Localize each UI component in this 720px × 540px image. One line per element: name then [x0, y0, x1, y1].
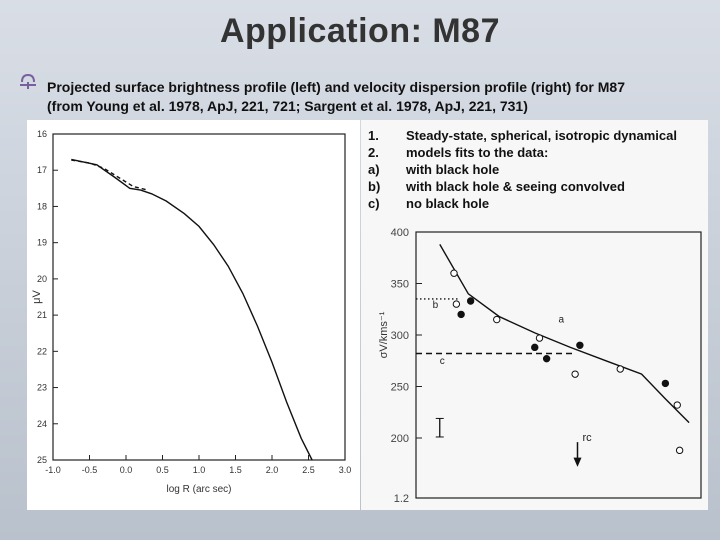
y-tick-label: 17	[37, 165, 47, 175]
y-tick-label: 350	[391, 279, 409, 291]
rc-annotation: rc	[583, 432, 593, 444]
x-tick-label: 1.2	[394, 493, 409, 505]
y-tick-label: 16	[37, 129, 47, 139]
plot-frame	[415, 231, 702, 499]
x-tick-label: 1.0	[193, 465, 206, 475]
open-data-point	[675, 446, 684, 455]
curve-label-c: c	[440, 356, 445, 367]
note-row: b) with black hole & seeing convolved	[368, 178, 677, 195]
x-tick-label: 0.5	[156, 465, 169, 475]
open-data-point	[535, 334, 544, 342]
solid-profile-line	[71, 158, 313, 461]
x-tick-label: 3.0	[339, 465, 352, 475]
filled-data-point	[466, 297, 475, 305]
note-row: 1. Steady-state, spherical, isotropic dyn…	[368, 127, 677, 144]
note-row: a) with black hole	[368, 161, 677, 178]
surface-brightness-panel: -1.0 -0.5 0.0 0.5 1.0 1.5 2.0 2.5 3.0 16 17 18 19 20 2…	[27, 120, 360, 510]
filled-data-point	[576, 341, 584, 350]
note-text: with black hole	[406, 162, 500, 177]
bullet-icon	[20, 73, 36, 89]
filled-data-point	[661, 379, 670, 388]
dashed-profile-line	[71, 159, 149, 191]
model-notes: 1. Steady-state, spherical, isotropic dyn…	[368, 127, 677, 212]
velocity-dispersion-panel: 400 350 300 250 200 σV/kms⁻¹ 1.2 a b c rc	[361, 120, 708, 510]
y-tick-label: 22	[37, 346, 47, 356]
y-tick-label: 20	[37, 274, 47, 284]
note-marker: c)	[368, 196, 380, 211]
y-tick-label: 19	[37, 238, 47, 248]
y-axis-label: σV/kms⁻¹	[378, 311, 390, 358]
note-row: 2. models fits to the data:	[368, 144, 677, 161]
note-text: Steady-state, spherical, isotropic dynam…	[406, 128, 677, 143]
note-marker: a)	[368, 162, 380, 177]
x-tick-label: 2.5	[302, 465, 315, 475]
surface-brightness-chart: -1.0 -0.5 0.0 0.5 1.0 1.5 2.0 2.5 3.0 16 17 18 19 20 2…	[31, 129, 352, 495]
curve-label-a: a	[559, 315, 565, 326]
y-tick-label: 300	[391, 330, 409, 342]
x-tick-label: 1.5	[229, 465, 242, 475]
note-marker: 2.	[368, 145, 379, 160]
model-curve-a	[439, 244, 690, 424]
intro-text: Projected surface brightness profile (le…	[47, 78, 707, 116]
note-marker: 1.	[368, 128, 379, 143]
note-text: with black hole & seeing convolved	[406, 179, 625, 194]
curve-label-b: b	[433, 300, 439, 311]
y-tick-label: 200	[391, 433, 409, 445]
note-marker: b)	[368, 179, 381, 194]
intro-line-1: Projected surface brightness profile (le…	[47, 79, 625, 95]
velocity-dispersion-chart: 400 350 300 250 200 σV/kms⁻¹ 1.2 a b c rc	[378, 227, 702, 505]
slide-title: Application: M87	[219, 12, 501, 50]
y-tick-label: 23	[37, 383, 47, 393]
note-text: no black hole	[406, 196, 490, 211]
filled-data-point	[531, 343, 539, 352]
x-tick-label: -0.5	[82, 465, 98, 475]
y-tick-label: 250	[391, 382, 409, 394]
x-axis-label: log R (arc sec)	[166, 484, 231, 495]
filled-data-point	[457, 310, 465, 319]
y-axis-label: μV	[31, 290, 43, 304]
note-row: c) no black hole	[368, 195, 677, 212]
open-data-point	[450, 269, 458, 277]
y-tick-label: 18	[37, 201, 47, 211]
note-text: models fits to the data:	[406, 145, 549, 160]
filled-data-point	[542, 354, 551, 363]
open-data-point	[571, 370, 579, 378]
open-data-point	[452, 300, 461, 308]
y-tick-label: 21	[37, 310, 47, 320]
open-data-point	[616, 365, 624, 373]
open-data-point	[493, 315, 501, 324]
x-tick-label: 2.0	[266, 465, 279, 475]
x-tick-label: 0.0	[120, 465, 133, 475]
y-tick-label: 400	[391, 227, 409, 239]
open-data-point	[673, 401, 681, 409]
x-tick-label: -1.0	[45, 465, 61, 475]
y-tick-label: 24	[37, 419, 47, 429]
plot-frame	[52, 133, 346, 461]
intro-line-2: (from Young et al. 1978, ApJ, 221, 721; …	[47, 98, 528, 114]
y-tick-label: 25	[37, 455, 47, 465]
rc-arrow-head	[573, 457, 582, 467]
